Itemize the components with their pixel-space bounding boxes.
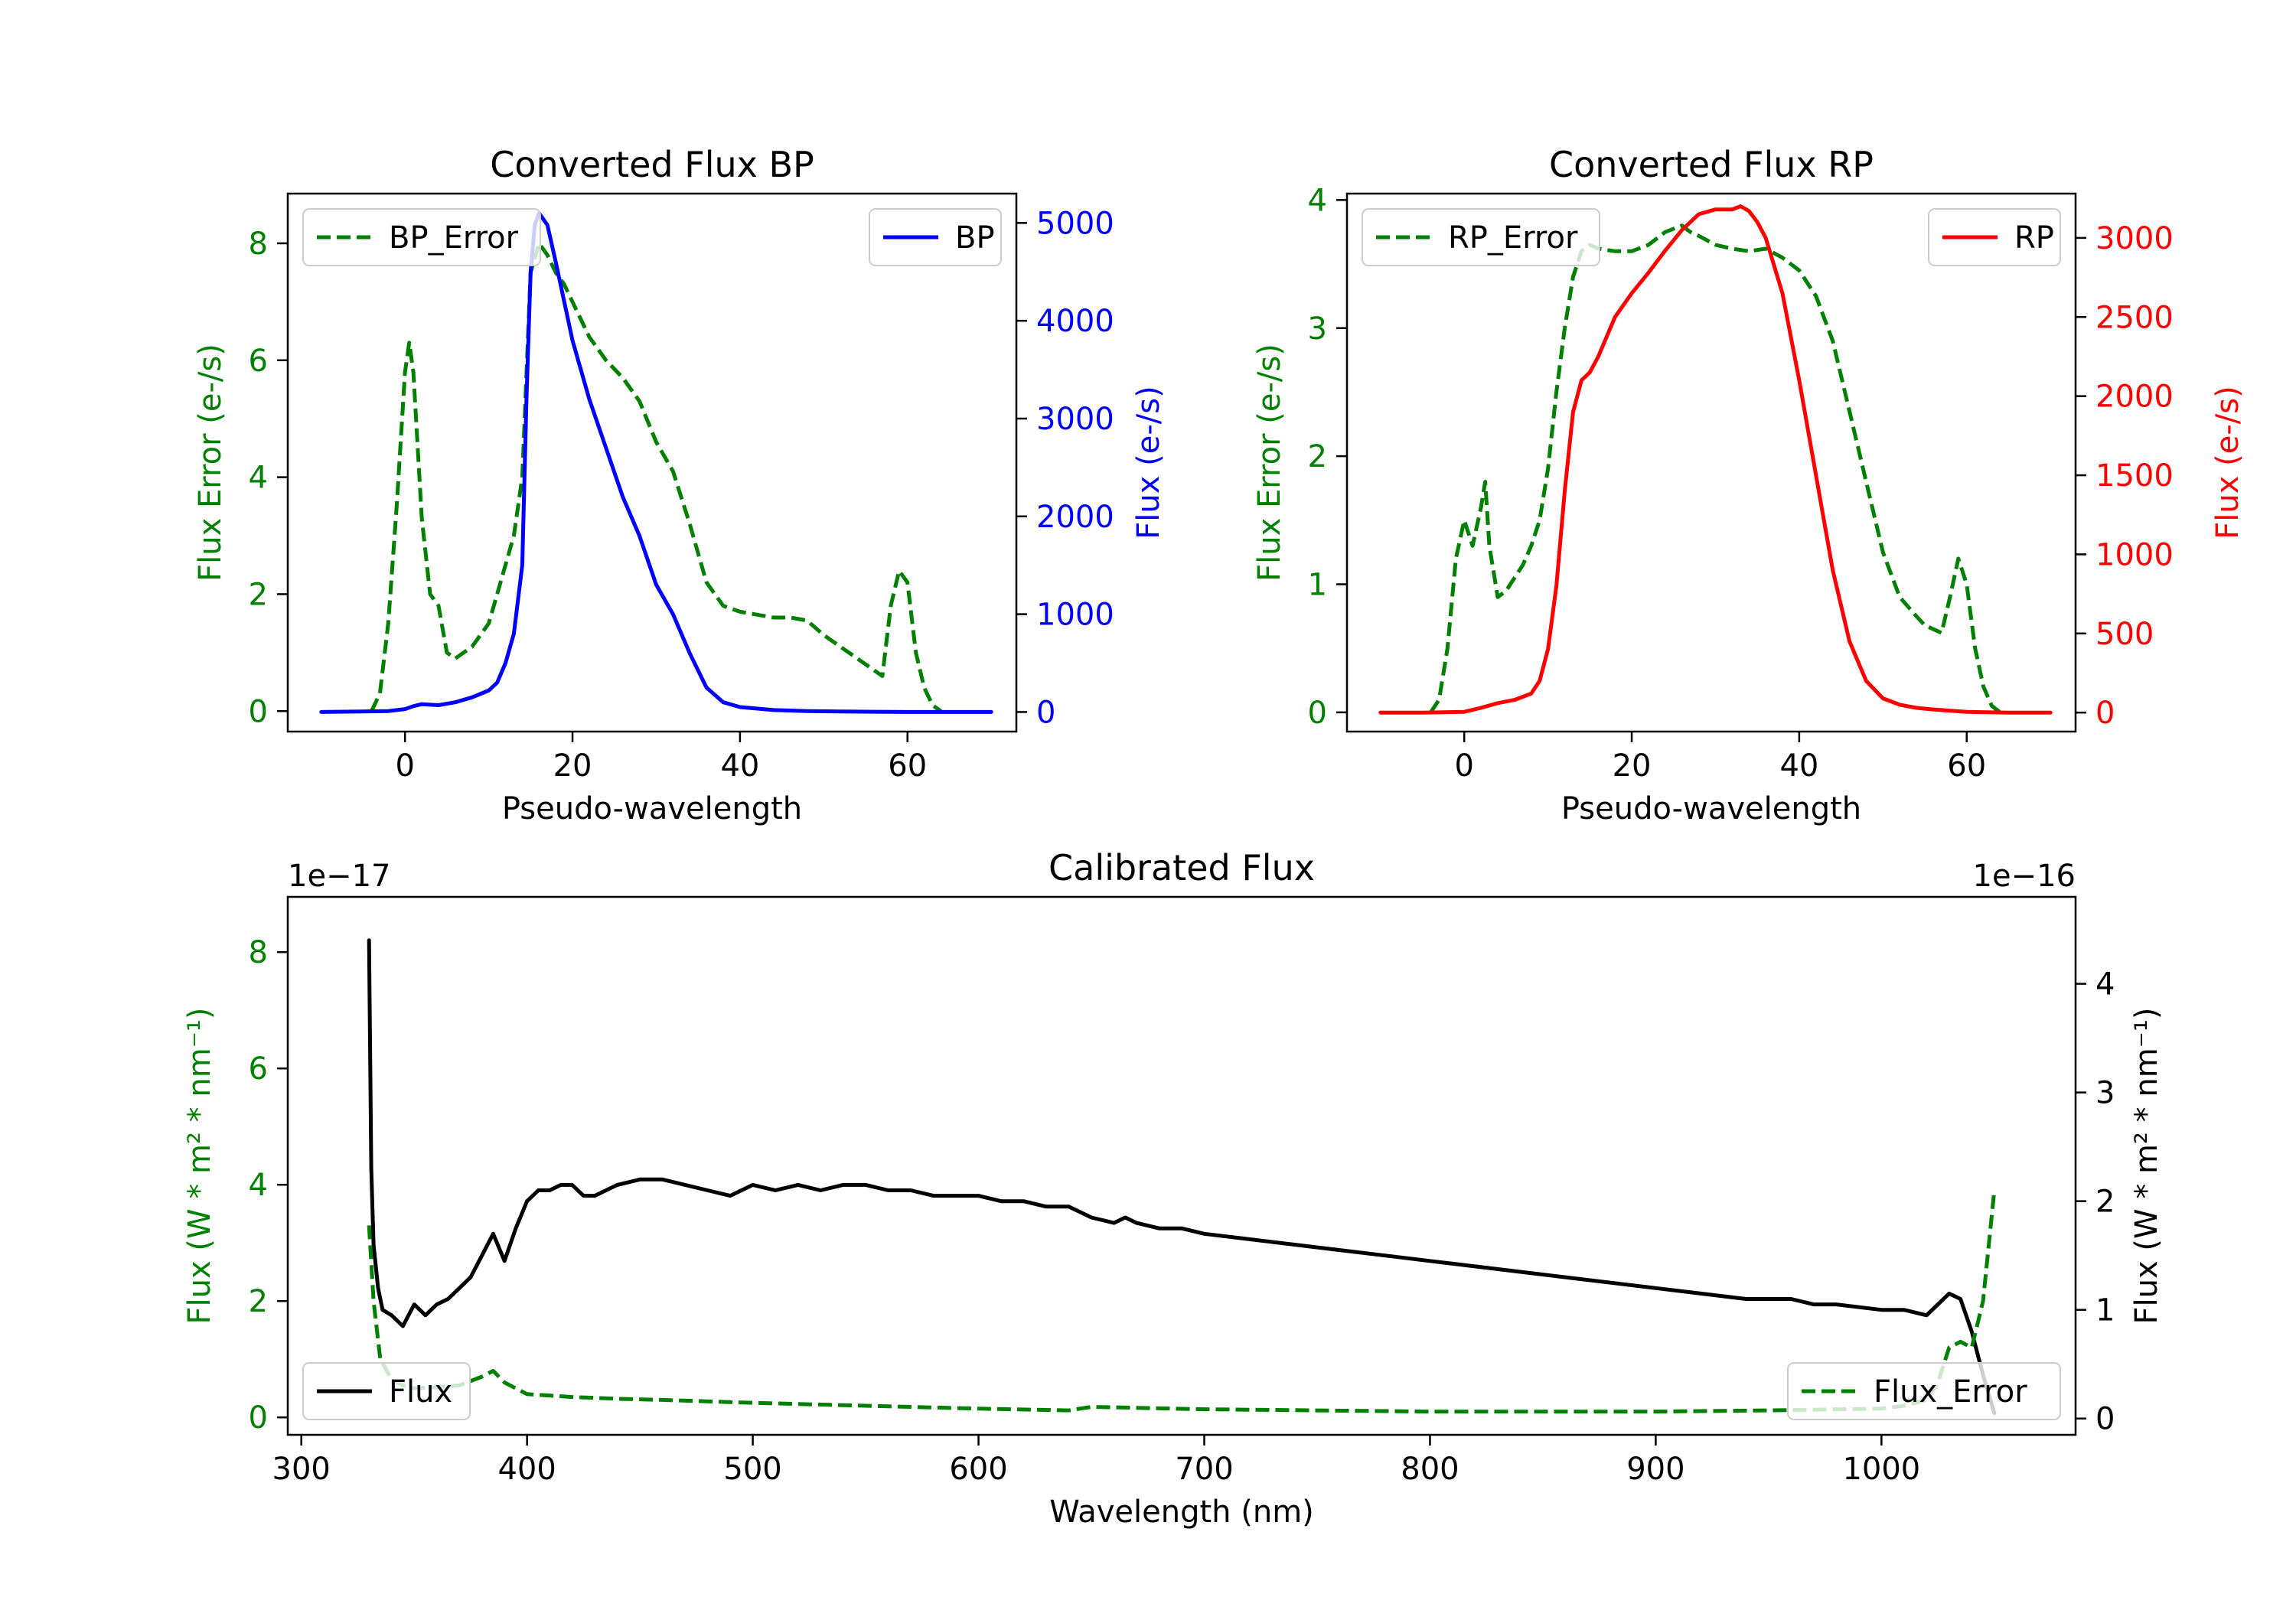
rp-xtick-label: 20 xyxy=(1613,748,1652,784)
cal-offset-left: 1e−17 xyxy=(288,859,390,894)
cal-title: Calibrated Flux xyxy=(1049,847,1315,888)
cal-xtick-label: 1000 xyxy=(1842,1452,1920,1487)
bp-legend-left-label: BP_Error xyxy=(389,220,519,256)
cal-series-flux-error xyxy=(367,1190,1997,1414)
bp-title: Converted Flux BP xyxy=(490,144,814,185)
cal-ylabel-right: Flux (W * m² * nm⁻¹) xyxy=(2129,1008,2164,1325)
rp-ytick-right-label: 500 xyxy=(2095,617,2154,652)
cal-ytick-left-label: 4 xyxy=(249,1168,268,1203)
bp-xtick-label: 60 xyxy=(888,748,927,784)
cal-xtick-label: 900 xyxy=(1626,1452,1684,1487)
bp-ytick-left-label: 0 xyxy=(249,694,268,729)
bp-xlabel: Pseudo-wavelength xyxy=(502,791,802,826)
cal-ytick-left-label: 0 xyxy=(249,1400,268,1436)
rp-xlabel: Pseudo-wavelength xyxy=(1561,791,1861,826)
rp-xtick-label: 40 xyxy=(1779,748,1818,784)
rp-legend-left xyxy=(1362,208,1600,266)
cal-xtick-label: 700 xyxy=(1175,1452,1233,1487)
bp-ytick-right-label: 1000 xyxy=(1036,598,1114,633)
cal-offset-right: 1e−16 xyxy=(1973,859,2076,894)
cal-ytick-left-label: 6 xyxy=(249,1051,268,1087)
cal-axes-frame xyxy=(286,895,2077,1436)
bp-ytick-right-label: 5000 xyxy=(1036,206,1114,241)
cal-legend-right xyxy=(1787,1362,2061,1420)
cal-xlabel: Wavelength (nm) xyxy=(1049,1495,1314,1530)
cal-xtick-label: 600 xyxy=(949,1452,1007,1487)
cal-series-flux xyxy=(367,938,1997,1416)
bp-ylabel-right: Flux (e-/s) xyxy=(1131,386,1166,539)
bp-legend-right-label: BP xyxy=(955,220,995,256)
rp-ytick-left-label: 3 xyxy=(1308,311,1327,347)
rp-series-rp xyxy=(1378,204,2053,715)
cal-ytick-right-label: 2 xyxy=(2095,1185,2115,1220)
cal-ytick-right-label: 1 xyxy=(2095,1293,2115,1328)
rp-ylabel-right: Flux (e-/s) xyxy=(2210,386,2245,539)
bp-axes-frame xyxy=(286,192,1018,733)
rp-axes-frame xyxy=(1345,192,2077,733)
bp-series-bp-error xyxy=(370,241,942,713)
rp-ytick-right-label: 2500 xyxy=(2095,300,2174,335)
bp-series-bp xyxy=(319,211,993,714)
bp-xtick-label: 20 xyxy=(553,748,592,784)
rp-ytick-right-label: 3000 xyxy=(2095,221,2174,256)
rp-ytick-right-label: 1000 xyxy=(2095,537,2174,572)
bp-ytick-right-label: 2000 xyxy=(1036,500,1114,535)
cal-legend-right-label: Flux_Error xyxy=(1874,1374,2027,1410)
cal-legend-left xyxy=(302,1362,471,1420)
bp-ytick-right-label: 3000 xyxy=(1036,402,1114,437)
cal-ytick-right-label: 0 xyxy=(2095,1402,2115,1437)
cal-ylabel-left: Flux (W * m² * nm⁻¹) xyxy=(182,1008,217,1325)
bp-ytick-right-label: 0 xyxy=(1036,695,1055,730)
cal-ytick-right-label: 3 xyxy=(2095,1076,2115,1111)
bp-xtick-label: 40 xyxy=(720,748,759,784)
rp-ytick-right-label: 2000 xyxy=(2095,380,2174,415)
bp-xtick-label: 0 xyxy=(395,748,414,784)
cal-legend-left-label: Flux xyxy=(389,1374,452,1410)
cal-ytick-right-label: 4 xyxy=(2095,967,2115,1002)
bp-ylabel-left: Flux Error (e-/s) xyxy=(193,344,228,582)
bp-ytick-left-label: 2 xyxy=(249,577,268,612)
rp-legend-left-label: RP_Error xyxy=(1448,220,1578,256)
cal-xtick-label: 800 xyxy=(1401,1452,1459,1487)
rp-ytick-right-label: 0 xyxy=(2095,696,2115,731)
rp-xtick-label: 60 xyxy=(1947,748,1986,784)
rp-ytick-left-label: 4 xyxy=(1308,183,1327,218)
rp-ylabel-left: Flux Error (e-/s) xyxy=(1252,344,1287,582)
cal-xtick-label: 300 xyxy=(272,1452,331,1487)
cal-ytick-left-label: 8 xyxy=(249,935,268,970)
rp-xtick-label: 0 xyxy=(1454,748,1473,784)
cal-ytick-left-label: 2 xyxy=(249,1284,268,1319)
cal-xtick-label: 500 xyxy=(723,1452,781,1487)
bp-ytick-left-label: 4 xyxy=(249,461,268,496)
bp-legend-left xyxy=(302,208,541,266)
rp-title: Converted Flux RP xyxy=(1549,144,1874,185)
rp-ytick-left-label: 1 xyxy=(1308,568,1327,603)
rp-ytick-right-label: 1500 xyxy=(2095,458,2174,494)
rp-ytick-left-label: 0 xyxy=(1308,696,1327,731)
rp-series-rp-error xyxy=(1429,223,2002,714)
bp-ytick-left-label: 6 xyxy=(249,344,268,379)
rp-legend-right-label: RP xyxy=(2014,220,2054,256)
bp-ytick-right-label: 4000 xyxy=(1036,304,1114,339)
cal-xtick-label: 400 xyxy=(497,1452,556,1487)
bp-ytick-left-label: 8 xyxy=(249,227,268,262)
rp-ytick-left-label: 2 xyxy=(1308,439,1327,474)
